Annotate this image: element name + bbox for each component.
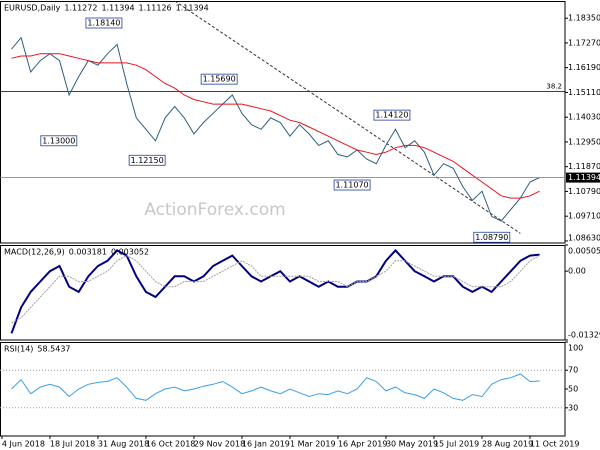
series-line (11, 36, 540, 222)
y-tick-label: 50 (568, 385, 578, 394)
y-tick-label: 70 (568, 366, 578, 375)
x-tick-label: 31 Aug 2018 (98, 440, 149, 449)
x-tick-label: 16 Oct 2018 (146, 440, 195, 449)
y-tick-label: 1.15110 (568, 88, 600, 97)
quote-value: 1.11272 (64, 4, 97, 13)
x-tick-label: 15 Jul 2019 (434, 440, 479, 449)
indicator-reading: 0.003181 (69, 248, 107, 257)
panel-content (0, 369, 565, 409)
annotation-box (85, 17, 123, 29)
x-tick-label: 16 Jan 2019 (242, 440, 290, 449)
series-line (11, 53, 540, 199)
x-tick-label: 28 Aug 2019 (482, 440, 533, 449)
x-tick-label: 4 Jun 2018 (2, 440, 45, 449)
y-tick-label: 1.17270 (568, 38, 600, 47)
y-tick-label: 1.12950 (568, 137, 600, 146)
annotation-box (333, 179, 371, 191)
panel-title: RSI(14) (4, 345, 33, 354)
series-line (11, 255, 540, 324)
y-tick-label: 0.00505 (568, 247, 600, 256)
panel-content (0, 1, 565, 234)
x-tick-label: 30 May 2019 (386, 440, 438, 449)
price-panel (0, 1, 566, 244)
y-tick-label: 1.18350 (568, 14, 600, 23)
macd-panel (0, 245, 566, 341)
y-tick-label: 1.09710 (568, 212, 600, 221)
y-tick-label: 30 (568, 403, 578, 412)
panel-title: EURUSD,Daily (4, 4, 61, 13)
y-tick-label: 100 (568, 344, 583, 353)
last-price-label: 1.11394 (568, 173, 600, 182)
fib-label: 38.2 (546, 83, 562, 91)
annotation-label: 1.15690 (203, 75, 236, 84)
series-line (11, 373, 540, 401)
annotation-box (200, 73, 238, 85)
annotation-label: 1.14120 (375, 111, 408, 120)
annotation-box (473, 231, 511, 243)
annotation-label: 1.12150 (131, 156, 164, 165)
y-tick-label: 0.00 (568, 267, 586, 276)
y-tick-label: 1.10790 (568, 187, 600, 196)
indicator-reading: 58.5437 (37, 345, 70, 354)
series-line (10, 248, 540, 334)
panel-content (10, 248, 540, 334)
annotation-label: 1.13000 (42, 136, 75, 145)
panel-title: MACD(12,26,9) (4, 248, 65, 257)
y-tick-label: 1.08630 (568, 234, 600, 243)
x-tick-label: 29 Nov 2018 (194, 440, 245, 449)
x-tick-label: 11 Oct 2019 (530, 440, 579, 449)
indicator-reading: 0.003052 (111, 248, 149, 257)
quote-value: 1.11394 (101, 4, 134, 13)
annotation-box (373, 109, 411, 121)
quote-value: 1.11126 (139, 4, 172, 13)
annotation-label: 1.18140 (87, 19, 120, 28)
quote-value: 1.11394 (176, 4, 209, 13)
annotation-box (128, 154, 166, 166)
x-tick-label: 18 Jul 2018 (50, 440, 95, 449)
y-tick-label: 1.11870 (568, 162, 600, 171)
annotation-label: 1.11070 (336, 181, 369, 190)
x-tick-label: 16 Apr 2019 (338, 440, 387, 449)
y-tick-label: 1.16190 (568, 63, 600, 72)
trendline (174, 1, 521, 234)
rsi-panel (0, 342, 566, 437)
x-tick-label: 1 Mar 2019 (290, 440, 336, 449)
last-price-box (566, 172, 600, 183)
y-tick-label: -0.013296 (568, 331, 600, 340)
watermark: ActionForex.com (144, 200, 285, 220)
annotation-box (40, 135, 78, 147)
annotation-label: 1.08790 (475, 233, 508, 242)
y-tick-label: 1.14030 (568, 113, 600, 122)
